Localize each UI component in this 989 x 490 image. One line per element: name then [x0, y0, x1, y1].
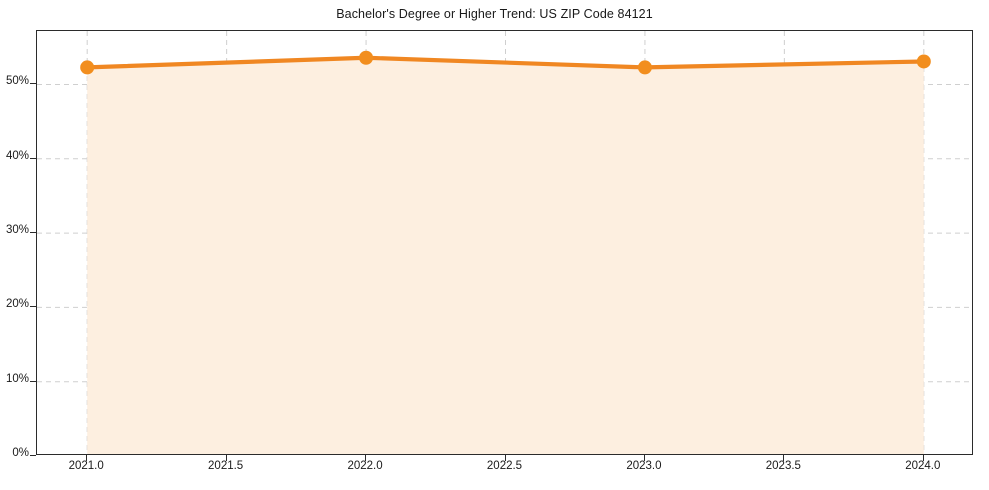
- x-axis-tick-label: 2024.0: [905, 460, 941, 472]
- x-axis-tick-label: 2021.0: [68, 460, 104, 472]
- chart-title: Bachelor's Degree or Higher Trend: US ZI…: [336, 7, 653, 21]
- y-axis-tick-mark: [30, 232, 36, 234]
- x-axis-tick-mark: [922, 455, 924, 461]
- y-axis-tick-labels: 0% 10% 20% 30% 40% 50%: [0, 0, 29, 490]
- x-axis-tick-mark: [643, 455, 645, 461]
- data-point-marker: 2024: 53.1%: [916, 54, 931, 69]
- data-point-marker: 2022: 53.6%: [359, 50, 374, 65]
- x-axis-tick-label: 2022.5: [486, 460, 523, 472]
- y-axis-tick-mark: [30, 157, 36, 159]
- y-axis-tick-label: 40%: [5, 149, 29, 162]
- x-axis-tick-mark: [504, 455, 506, 461]
- x-axis-tick-label: 2021.5: [208, 460, 244, 472]
- x-axis-tick-label: 2022.0: [347, 460, 383, 472]
- plot-area: 2021: 52.3% 2022: 53.6% 2023: 52.3% 2024: 5…: [36, 30, 973, 455]
- y-axis-tick-mark: [30, 306, 36, 308]
- area-fill: [87, 57, 924, 454]
- data-point-markers: 2021: 52.3% 2022: 53.6% 2023: 52.3% 2024: 5…: [80, 50, 931, 75]
- data-point-marker: 2023: 52.3%: [637, 60, 652, 75]
- x-axis-tick-label: 2023.0: [626, 460, 662, 472]
- x-axis-tick-mark: [86, 455, 88, 461]
- data-point-marker: 2021: 52.3%: [80, 60, 95, 75]
- y-axis-tick-mark: [30, 455, 36, 456]
- x-axis-tick-mark: [365, 455, 367, 461]
- y-axis-tick-mark: [30, 380, 36, 382]
- y-axis-tick-mark: [30, 83, 36, 85]
- y-axis-tick-label: 10%: [5, 372, 29, 385]
- y-axis-tick-label: 30%: [5, 224, 29, 237]
- y-axis-tick-label: 50%: [5, 75, 29, 88]
- data-line: [85, 55, 926, 70]
- chart-plot-svg: 2021: 52.3% 2022: 53.6% 2023: 52.3% 2024: 5…: [37, 31, 972, 454]
- y-axis-tick-label: 0%: [12, 447, 29, 459]
- y-axis-tick-label: 20%: [5, 298, 29, 311]
- x-axis-tick-mark: [225, 455, 227, 461]
- x-axis-tick-mark: [783, 455, 785, 461]
- x-axis-tick-label: 2023.5: [765, 460, 801, 472]
